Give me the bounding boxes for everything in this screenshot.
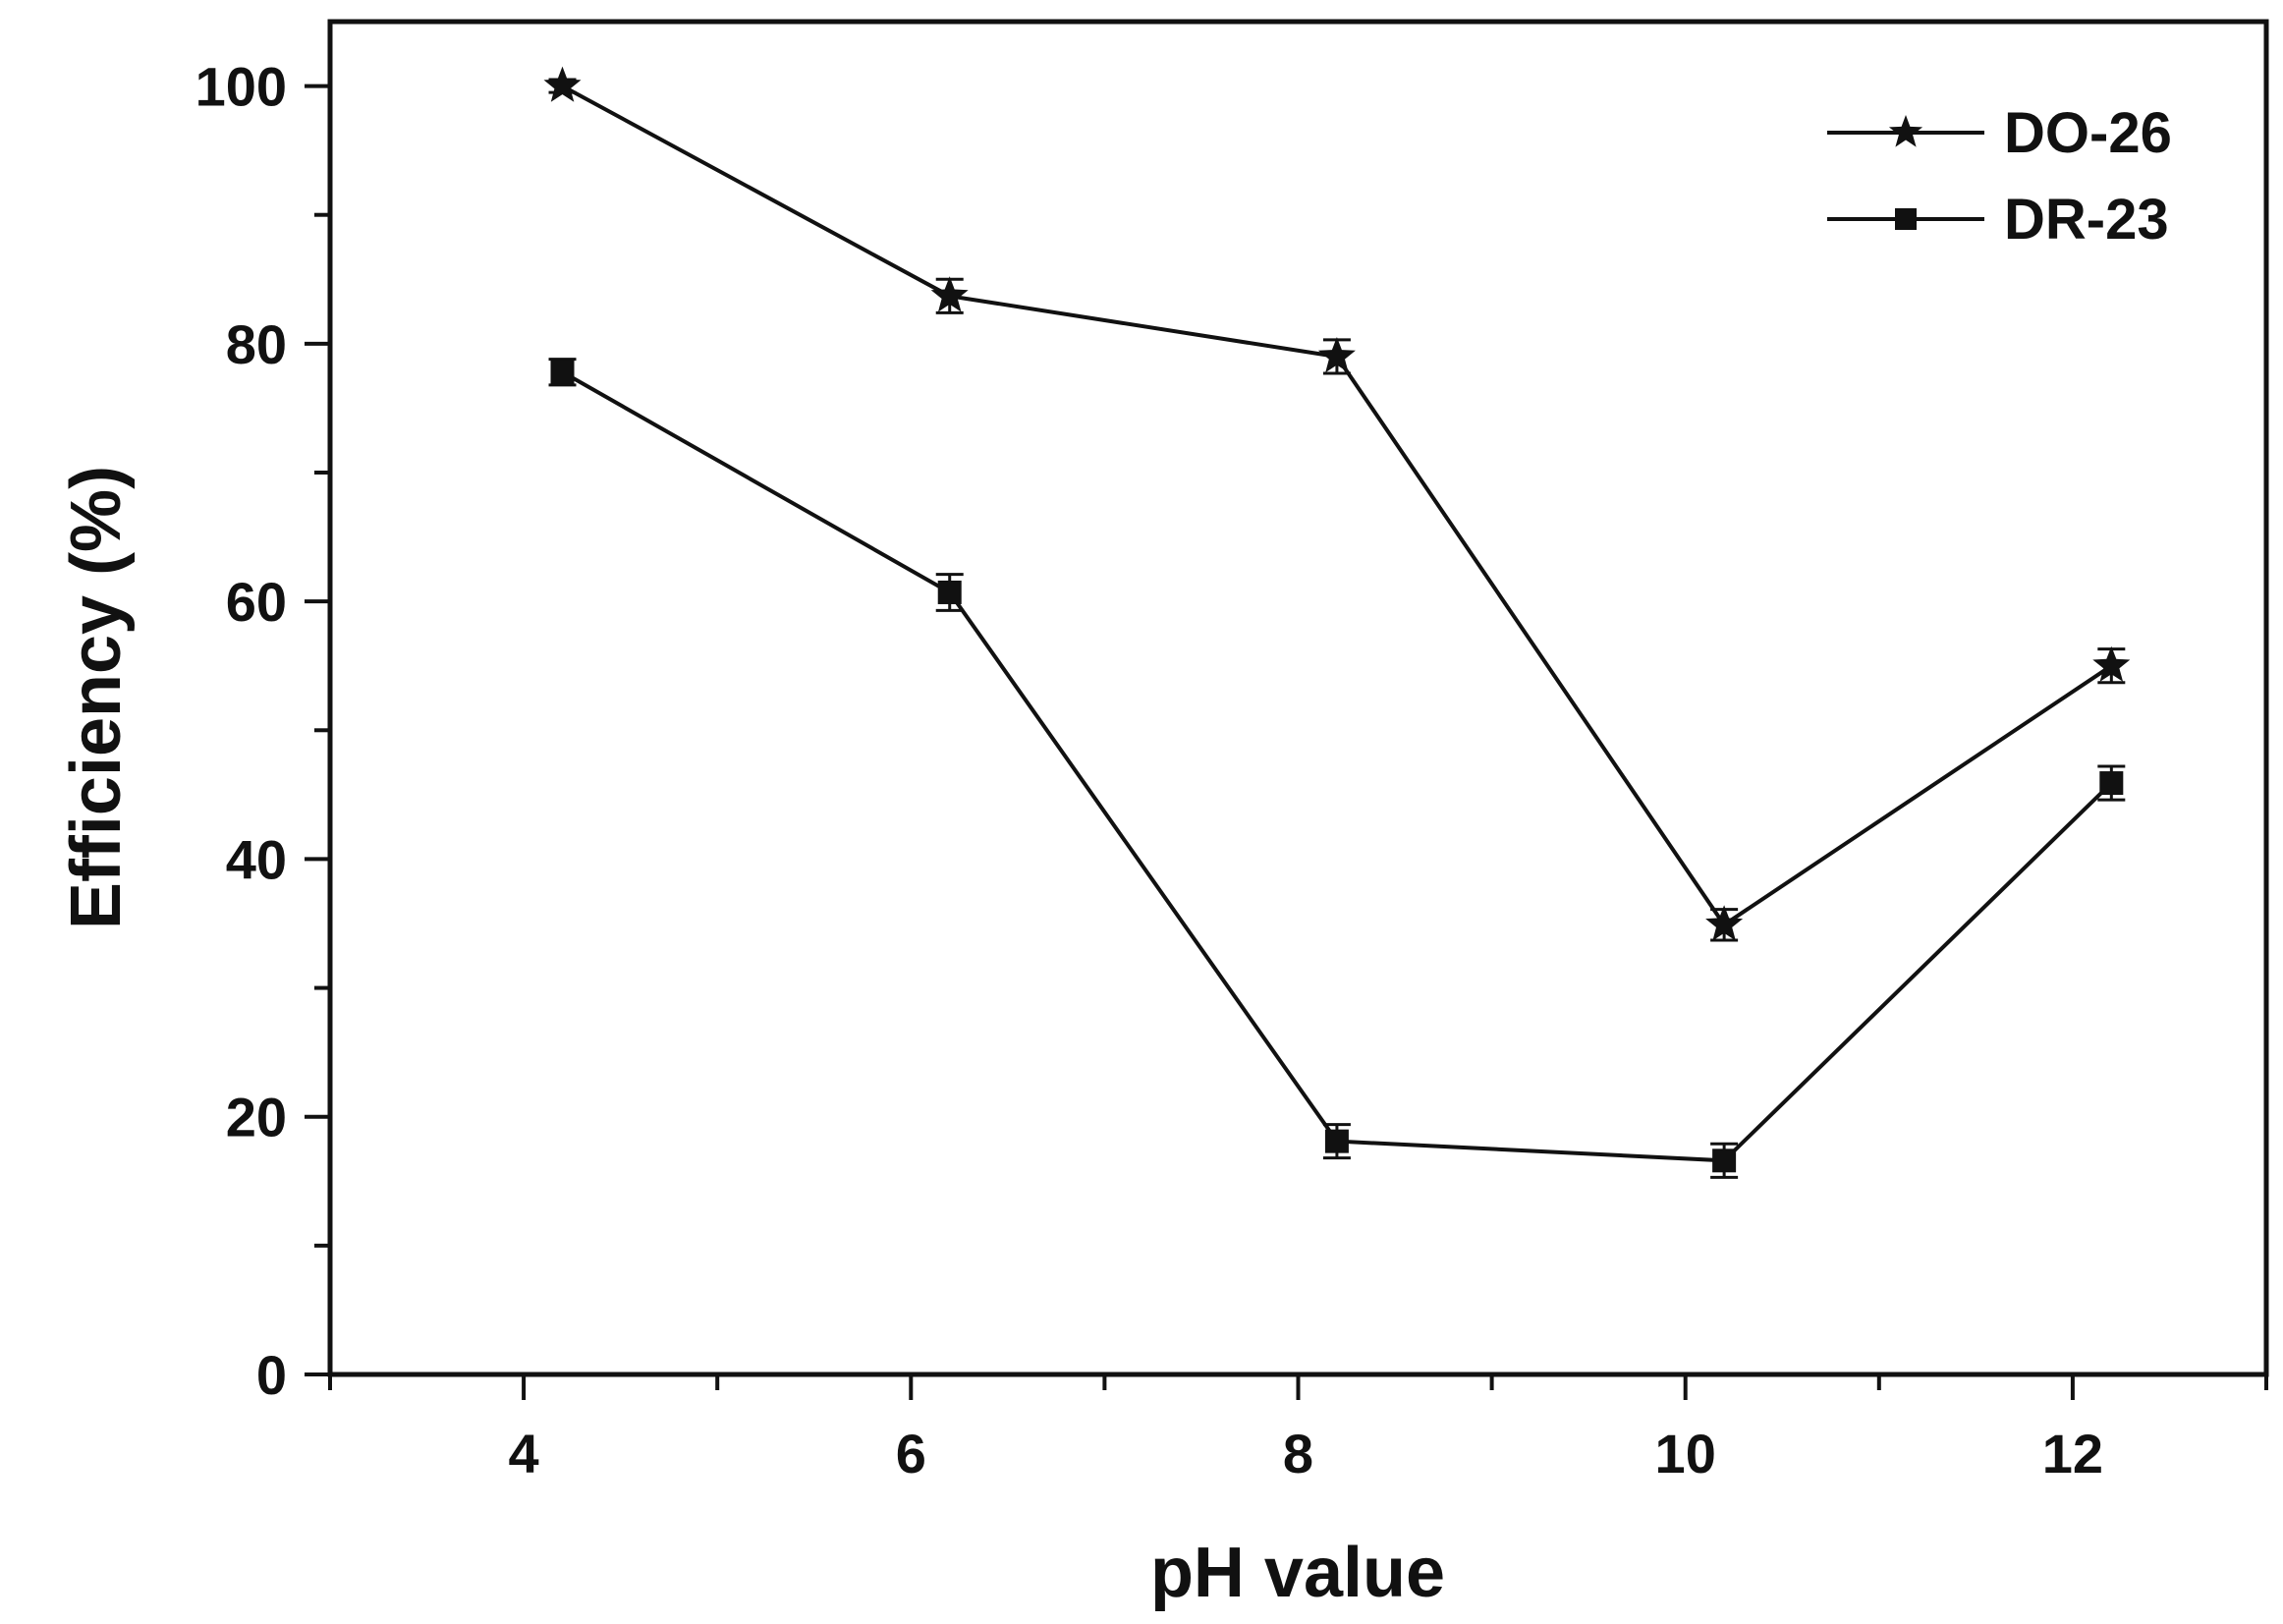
legend-item-dr-23: DR-23 (1827, 188, 2169, 252)
x-tick-label-12: 12 (2042, 1423, 2103, 1484)
legend-item-do-26: DO-26 (1827, 101, 2172, 165)
y-tick-label-80: 80 (226, 313, 287, 375)
data-point (1705, 905, 1744, 941)
x-tick-label-4: 4 (509, 1423, 539, 1484)
data-point (930, 276, 969, 312)
data-point (1317, 337, 1356, 373)
data-point (1712, 1148, 1737, 1173)
x-axis-title: pH value (1150, 1534, 1445, 1612)
series-line-dr-23 (561, 369, 2113, 1163)
legend-marker (1888, 115, 1923, 147)
y-tick-label-40: 40 (226, 828, 287, 890)
legend-label: DR-23 (2004, 188, 2169, 252)
legend: DO-26 DR-23 (1827, 101, 2172, 252)
plot-frame (327, 19, 2269, 1377)
data-point (937, 580, 962, 604)
y-tick-label-0: 0 (256, 1344, 287, 1406)
series-layer (543, 66, 2131, 1179)
data-point (1324, 1129, 1349, 1153)
y-tick-label-20: 20 (226, 1087, 287, 1148)
legend-label: DO-26 (2004, 101, 2172, 165)
x-tick-label-6: 6 (896, 1423, 926, 1484)
x-tick-label-10: 10 (1655, 1423, 1716, 1484)
y-axis-title: Efficiency (%) (57, 466, 136, 929)
series-dr-23 (548, 358, 2126, 1179)
data-point (2092, 645, 2131, 682)
data-point (543, 66, 582, 102)
y-tick-label-100: 100 (195, 56, 287, 118)
x-tick-label-8: 8 (1283, 1423, 1313, 1484)
y-tick-label-60: 60 (226, 571, 287, 633)
data-point (2099, 771, 2124, 796)
axis-ticks: 4 6 8 10 12 0 20 40 60 80 100 (195, 56, 2268, 1484)
legend-marker (1895, 208, 1917, 230)
data-point (550, 360, 575, 384)
series-do-26 (543, 66, 2131, 942)
